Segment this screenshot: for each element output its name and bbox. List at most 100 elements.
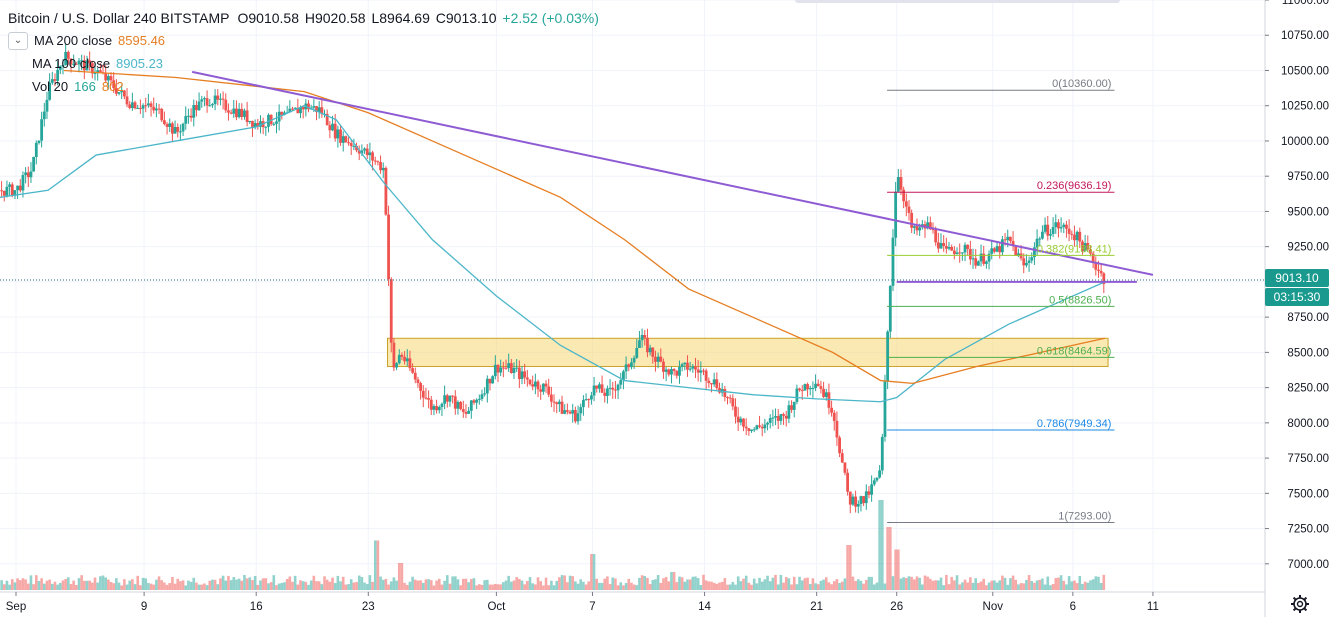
volume-bar [323, 576, 326, 590]
volume-bar [440, 584, 444, 590]
candle-body [1075, 231, 1079, 241]
candle-body [187, 115, 190, 117]
volume-bar [1073, 580, 1076, 590]
candle-body [419, 383, 422, 391]
candle-body [955, 252, 959, 255]
candle-body [477, 398, 481, 400]
candle-body [485, 378, 489, 394]
price-axis-label: 9250.00 [1287, 242, 1329, 254]
volume-bar [744, 575, 748, 590]
ma200-label: MA 200 close [34, 33, 113, 48]
candle-body [894, 191, 898, 238]
volume-bar [109, 582, 113, 590]
volume-bar [846, 545, 849, 590]
volume-bar [29, 575, 33, 590]
price-axis-label: 8000.00 [1287, 418, 1329, 430]
candle-body [904, 201, 908, 207]
volume-bar [1054, 578, 1058, 590]
volume-bar [502, 582, 505, 590]
candle-body [627, 364, 631, 368]
ma200-row[interactable]: ⌄ MA 200 close 8595.46 [8, 29, 599, 52]
resistance-trendline [191, 70, 1154, 276]
volume-bar [971, 582, 975, 590]
candle-body [539, 389, 543, 392]
candle-body [854, 496, 858, 507]
volume-bar [1038, 579, 1042, 590]
candle-body [1041, 231, 1044, 239]
candle-body [411, 368, 414, 373]
candle-body [1062, 224, 1066, 228]
volume-bar [1011, 575, 1015, 590]
ma100-row[interactable]: MA 100 close 8905.23 [32, 52, 599, 75]
candle-body [830, 407, 833, 413]
candle-body [758, 425, 761, 427]
candle-body [141, 105, 145, 109]
candle-body [960, 252, 964, 254]
candle-body [1086, 243, 1090, 250]
candle-body [731, 398, 735, 407]
candle-body [744, 426, 748, 429]
candle-body [213, 95, 217, 105]
volume-bar [1041, 578, 1044, 590]
candle-body [32, 156, 36, 172]
volume-bar [563, 575, 567, 590]
volume-bar [288, 576, 292, 590]
candle-body [40, 119, 44, 141]
gear-icon[interactable] [1290, 594, 1310, 614]
chevron-down-icon[interactable]: ⌄ [8, 31, 28, 50]
volume-bar [731, 581, 735, 590]
candle-body [243, 110, 246, 117]
volume-bar [750, 584, 753, 590]
candle-body [976, 261, 980, 266]
volume-bar [34, 575, 38, 590]
volume-bar [774, 574, 777, 590]
candle-body [563, 410, 567, 414]
volume-bar [816, 584, 820, 590]
candle-body [507, 363, 511, 369]
ohlc-values: O9010.58 H9020.58 L8964.69 C9013.10 +2.5… [235, 10, 598, 26]
candle-body [598, 384, 601, 389]
candle-body [952, 250, 956, 255]
candle-body [437, 406, 441, 411]
volume-bar [472, 578, 476, 590]
volume-bar [371, 581, 374, 590]
volume-bar [43, 583, 46, 590]
time-axis-label: 11 [1147, 601, 1159, 613]
price-axis-label: 7250.00 [1287, 524, 1329, 536]
volume-bar [427, 579, 430, 590]
volume-bar [766, 575, 769, 590]
candle-body [211, 104, 214, 106]
candle-body [774, 416, 777, 418]
symbol-title[interactable]: Bitcoin / U.S. Dollar 240 BITSTAMP [8, 9, 230, 26]
volume-bar [235, 579, 238, 590]
volume-row[interactable]: Vol 20 166 802 [32, 75, 599, 98]
candle-body [694, 366, 697, 370]
volume-bar [200, 584, 204, 590]
volume-bar [283, 582, 286, 590]
candle-body [726, 397, 729, 399]
volume-value-2: 802 [101, 79, 124, 94]
volume-bar [347, 584, 350, 590]
candle-body [224, 99, 228, 111]
volume-bar [429, 580, 433, 590]
volume-bar [0, 580, 3, 590]
candle-body [1067, 228, 1071, 234]
volume-bar [496, 584, 500, 590]
candle-body [696, 369, 700, 373]
candle-body [528, 379, 532, 385]
candle-body [734, 406, 737, 417]
candle-body [320, 107, 324, 115]
volume-bar [790, 584, 793, 590]
volume-bar [459, 585, 462, 590]
volume-bar [664, 576, 668, 590]
top-panel-handle[interactable] [795, 0, 1120, 3]
candle-body [595, 385, 599, 389]
candle-body [800, 390, 804, 392]
candle-body [288, 108, 292, 113]
candle-body [400, 354, 404, 357]
candle-body [1094, 262, 1098, 270]
volume-bar [686, 579, 689, 590]
volume-bar [643, 575, 647, 590]
volume-bar [611, 577, 615, 590]
